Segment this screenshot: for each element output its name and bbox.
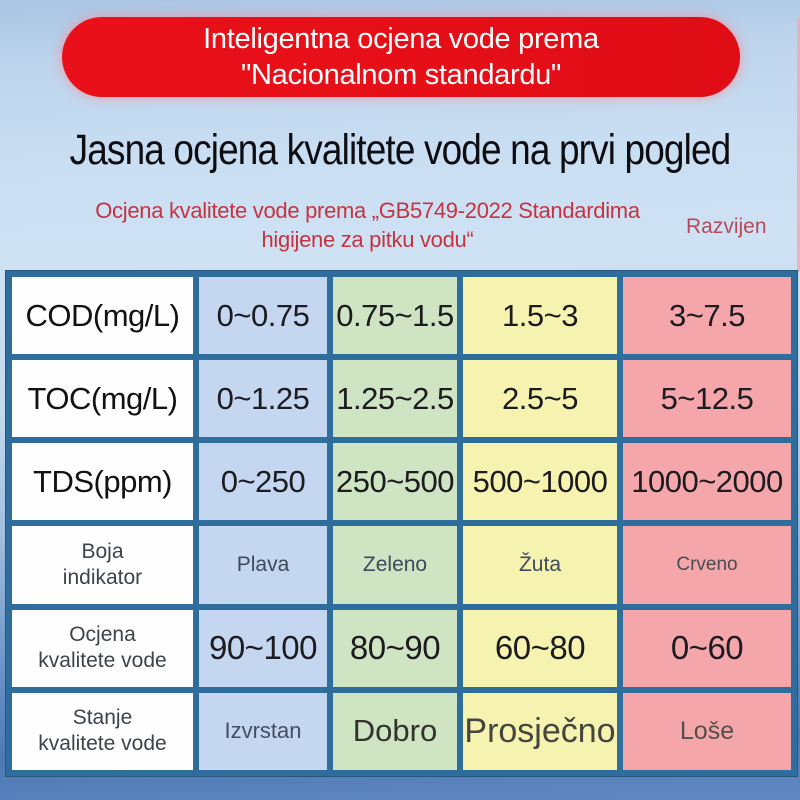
cell-indicator-green: Zeleno — [333, 526, 457, 604]
cell-score-excellent: 90~100 — [199, 609, 327, 687]
row-label-quality-state-line1: Stanje — [72, 706, 133, 730]
cell-cod-excellent: 0~0.75 — [199, 277, 327, 355]
row-label-quality-score-line1: Ocjena — [69, 623, 136, 647]
banner: Inteligentna ocjena vode prema "Nacional… — [62, 17, 740, 97]
cell-state-excellent: Izvrstan — [199, 692, 327, 770]
side-note-razvijen: Razvijen — [686, 215, 767, 238]
cell-toc-good: 1.25~2.5 — [333, 360, 457, 438]
subtitle: Ocjena kvalitete vode prema „GB5749-2022… — [55, 196, 680, 254]
row-label-indicator-color: Boja indikator — [12, 526, 193, 604]
banner-line-2: "Nacionalnom standardu" — [241, 59, 561, 91]
cell-state-poor: Loše — [623, 692, 791, 770]
row-label-tds: TDS(ppm) — [12, 443, 193, 521]
banner-line-1: Inteligentna ocjena vode prema — [203, 23, 599, 55]
water-quality-table: COD(mg/L) 0~0.75 0.75~1.5 1.5~3 3~7.5 TO… — [5, 270, 798, 777]
cell-cod-average: 1.5~3 — [463, 277, 617, 355]
cell-score-average: 60~80 — [463, 609, 617, 687]
row-label-indicator-color-line2: indikator — [62, 566, 143, 590]
subtitle-line-2: higijene za pitku vodu“ — [261, 227, 474, 252]
cell-tds-average: 500~1000 — [463, 443, 617, 521]
cell-toc-excellent: 0~1.25 — [199, 360, 327, 438]
cell-score-good: 80~90 — [333, 609, 457, 687]
row-label-quality-score: Ocjena kvalitete vode — [12, 609, 193, 687]
cell-toc-poor: 5~12.5 — [623, 360, 791, 438]
cell-state-average: Prosječno — [463, 692, 617, 770]
cell-cod-good: 0.75~1.5 — [333, 277, 457, 355]
cell-cod-poor: 3~7.5 — [623, 277, 791, 355]
cell-tds-excellent: 0~250 — [199, 443, 327, 521]
row-label-quality-state: Stanje kvalitete vode — [12, 692, 193, 770]
right-edge-pink-strip — [797, 18, 800, 272]
row-label-quality-score-line2: kvalitete vode — [38, 649, 167, 673]
cell-score-poor: 0~60 — [623, 609, 791, 687]
cell-state-good: Dobro — [333, 692, 457, 770]
row-label-indicator-color-line1: Boja — [81, 540, 124, 564]
subtitle-line-1: Ocjena kvalitete vode prema „GB5749-2022… — [95, 198, 640, 223]
page-title: Jasna ocjena kvalitete vode na prvi pogl… — [69, 126, 732, 174]
cell-indicator-blue: Plava — [199, 526, 327, 604]
cell-tds-poor: 1000~2000 — [623, 443, 791, 521]
cell-toc-average: 2.5~5 — [463, 360, 617, 438]
row-label-cod: COD(mg/L) — [12, 277, 193, 355]
cell-indicator-red: Crveno — [623, 526, 791, 604]
cell-tds-good: 250~500 — [333, 443, 457, 521]
cell-indicator-yellow: Žuta — [463, 526, 617, 604]
row-label-quality-state-line2: kvalitete vode — [38, 732, 167, 756]
row-label-toc: TOC(mg/L) — [12, 360, 193, 438]
